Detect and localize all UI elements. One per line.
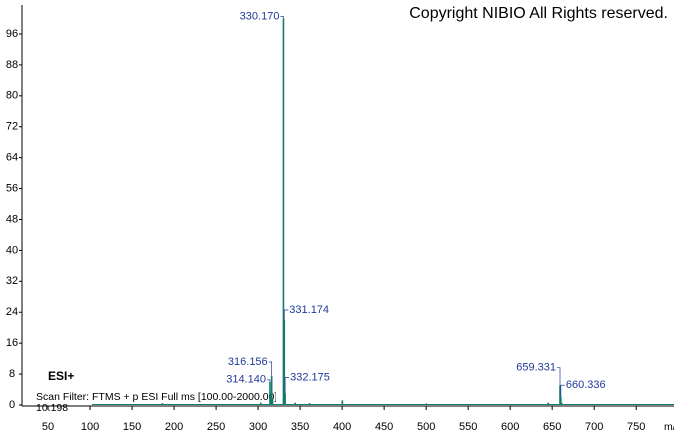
peak-label-leader — [284, 377, 290, 394]
peak-label: 330.170 — [240, 10, 280, 22]
y-tick-label: 8 — [9, 368, 15, 380]
peak-label: 659.331 — [516, 362, 556, 374]
x-tick-label: 250 — [207, 421, 225, 433]
peak-label: 660.336 — [566, 379, 606, 391]
x-tick-label: 600 — [501, 421, 519, 433]
x-tick-label: 300 — [249, 421, 267, 433]
info-box — [34, 389, 276, 413]
y-tick-label: 32 — [6, 275, 18, 287]
y-tick-label: 48 — [6, 213, 18, 225]
x-tick-label: 550 — [459, 421, 477, 433]
ionization: ESI+ — [48, 369, 74, 383]
x-tick-label: 350 — [291, 421, 309, 433]
x-tick-label: 200 — [165, 421, 183, 433]
peak-label-leader — [557, 367, 561, 386]
peak-label: 314.140 — [226, 374, 266, 386]
peak-label-leader — [560, 384, 565, 398]
retention-time: 10.198 — [36, 402, 68, 414]
x-tick-label: 750 — [627, 421, 645, 433]
peak-label-leader — [280, 16, 284, 19]
peak-label-leader — [283, 309, 289, 320]
peak-label: 316.156 — [228, 356, 268, 368]
scan-filter: Scan Filter: FTMS + p ESI Full ms [100.0… — [36, 391, 277, 403]
peak-label-leader — [266, 379, 271, 382]
x-tick-label: 400 — [333, 421, 351, 433]
y-tick-label: 56 — [6, 182, 18, 194]
peak-label-leader — [268, 361, 273, 377]
y-tick-label: 80 — [6, 90, 18, 102]
peak-label: 331.174 — [289, 304, 329, 316]
x-tick-label: 650 — [543, 421, 561, 433]
y-tick-label: 72 — [6, 121, 18, 133]
y-tick-label: 96 — [6, 28, 18, 40]
watermark: Copyright NIBIO All Rights reserved. — [409, 5, 668, 22]
x-tick-label: 500 — [417, 421, 435, 433]
x-axis-label: m/z — [664, 421, 674, 433]
y-tick-label: 24 — [6, 306, 18, 318]
y-tick-label: 64 — [6, 152, 18, 164]
x-tick-label: 150 — [123, 421, 141, 433]
x-tick-label: 450 — [375, 421, 393, 433]
x-tick-label: 50 — [42, 421, 54, 433]
peak-label: 332.175 — [290, 371, 330, 383]
y-tick-label: 88 — [6, 59, 18, 71]
y-tick-label: 0 — [9, 399, 15, 411]
x-tick-label: 700 — [585, 421, 603, 433]
y-tick-label: 40 — [6, 244, 18, 256]
y-tick-label: 16 — [6, 337, 18, 349]
x-tick-label: 100 — [81, 421, 99, 433]
